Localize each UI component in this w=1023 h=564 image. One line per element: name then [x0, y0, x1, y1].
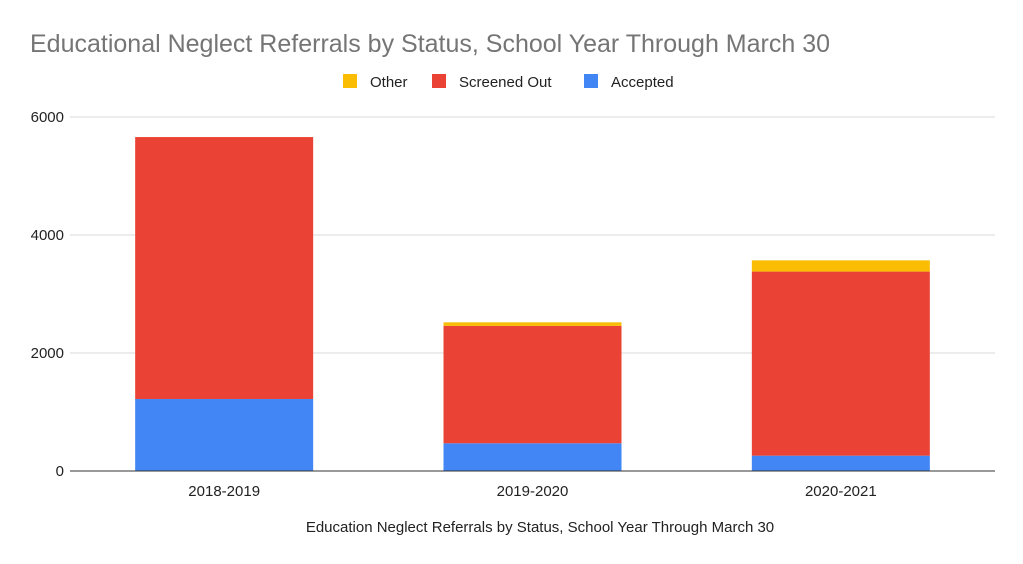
y-tick-label: 2000 — [31, 345, 64, 362]
x-axis: 2018-2019 2019-2020 2020-2021 — [70, 470, 995, 500]
bar-other-2019-2020 — [443, 322, 622, 326]
legend: Other Screened Out Accepted — [343, 74, 674, 91]
bars — [135, 137, 930, 471]
bar-screened-out-2019-2020 — [443, 325, 622, 444]
legend-label: Screened Out — [459, 74, 552, 91]
bar-accepted-2020-2021 — [751, 455, 930, 471]
x-tick-label: 2019-2020 — [497, 483, 569, 500]
bar-screened-out-2020-2021 — [751, 271, 930, 456]
bar-screened-out-2018-2019 — [135, 137, 314, 400]
x-tick-label: 2020-2021 — [805, 483, 877, 500]
y-axis: 0 2000 4000 6000 — [31, 109, 64, 480]
bar-accepted-2019-2020 — [443, 443, 622, 471]
y-tick-label: 0 — [56, 463, 64, 480]
bar-other-2020-2021 — [751, 260, 930, 272]
chart-title: Educational Neglect Referrals by Status,… — [30, 30, 830, 58]
legend-label: Accepted — [611, 74, 674, 91]
legend-swatch — [343, 74, 357, 88]
legend-swatch — [432, 74, 446, 88]
x-tick-label: 2018-2019 — [188, 483, 260, 500]
bar-accepted-2018-2019 — [135, 399, 314, 471]
legend-label: Other — [370, 74, 408, 91]
y-tick-label: 4000 — [31, 227, 64, 244]
x-axis-label: Education Neglect Referrals by Status, S… — [306, 519, 774, 536]
legend-swatch — [584, 74, 598, 88]
y-tick-label: 6000 — [31, 109, 64, 126]
